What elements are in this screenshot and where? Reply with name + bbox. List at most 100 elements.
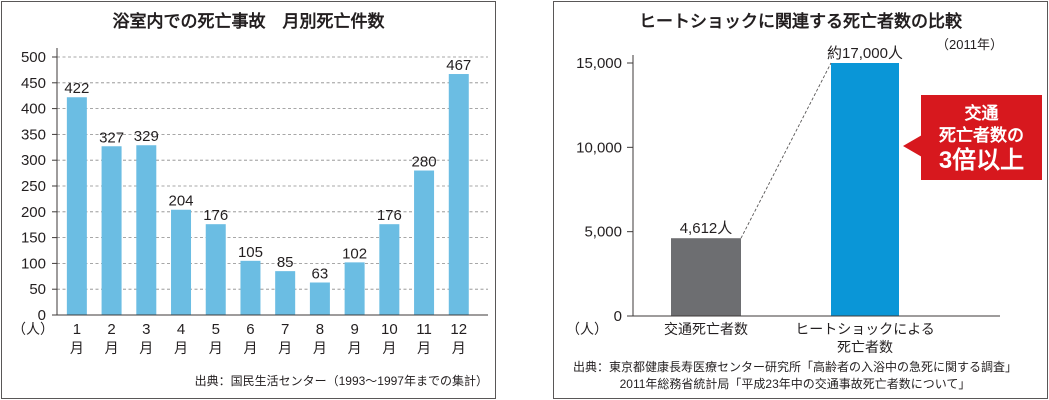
connector-line <box>740 62 832 239</box>
x-tick-label-line: 死亡者数 <box>837 339 893 355</box>
x-tick-label-unit: 月 <box>382 340 396 356</box>
x-tick-label-number: 11 <box>416 321 432 338</box>
data-label: 422 <box>64 80 89 97</box>
x-tick-label-unit: 月 <box>209 340 223 356</box>
bar <box>205 224 226 315</box>
callout-line-1: 交通 <box>964 104 999 123</box>
x-tick-label-unit: 月 <box>313 340 327 356</box>
right-source-line-2: 2011年総務省統計局「平成23年中の交通事故死亡者数について」 <box>619 377 971 391</box>
x-tick-label-unit: 月 <box>174 340 188 356</box>
y-tick-label: 15,000 <box>576 55 622 72</box>
y-tick-label: 150 <box>21 230 46 247</box>
bar <box>275 271 296 315</box>
x-tick-label-unit: 月 <box>139 340 153 356</box>
x-tick-label-unit: 月 <box>70 340 84 356</box>
y-tick-label: 350 <box>21 126 46 143</box>
right-source-line-1: 出典：東京都健康長寿医療センター研究所「高齢者の入浴中の急死に関する調査」 <box>572 360 1017 374</box>
data-label: 280 <box>412 154 437 171</box>
x-tick-label-unit: 月 <box>348 340 362 356</box>
data-label: 105 <box>238 244 263 261</box>
left-chart-title: 浴室内での死亡事故 月別死亡件数 <box>112 12 385 31</box>
data-label: 63 <box>312 265 329 282</box>
right-chart-subtitle: （2011年） <box>936 37 1003 52</box>
callout-line-3: 3倍以上 <box>938 147 1025 174</box>
y-tick-label: 50 <box>29 281 46 298</box>
data-label: 102 <box>342 245 367 262</box>
x-tick-label-number: 6 <box>246 321 254 338</box>
x-tick-label: 交通死亡者数 <box>664 321 748 337</box>
x-tick-label-number: 8 <box>316 321 324 338</box>
bar <box>448 74 469 315</box>
y-tick-label: 10,000 <box>576 139 622 156</box>
x-tick-label-line: ヒートショックによる <box>795 321 935 337</box>
data-label: 467 <box>446 57 471 74</box>
data-label: 4,612人 <box>680 220 733 237</box>
x-tick-label: 12 月 <box>450 321 467 356</box>
bar <box>414 170 435 315</box>
callout-box: 交通 死亡者数の 3倍以上 <box>921 95 1042 180</box>
bar <box>379 224 400 315</box>
callout-line-2: 死亡者数の <box>939 126 1024 145</box>
y-tick-label: 5,000 <box>584 224 622 241</box>
x-tick-label-line: 交通死亡者数 <box>664 321 748 337</box>
x-tick-label-number: 12 <box>450 321 467 338</box>
right-y-unit-label: （人） <box>566 321 608 337</box>
y-tick-label: 500 <box>21 49 46 66</box>
bar <box>309 282 330 315</box>
data-label: 327 <box>99 129 124 146</box>
data-label: 329 <box>134 128 159 145</box>
data-label: 176 <box>203 207 228 224</box>
x-tick-label: ヒートショックによる死亡者数 <box>795 321 935 355</box>
bar <box>66 97 87 315</box>
x-tick-label: 10 月 <box>381 321 398 356</box>
y-tick-label: 300 <box>21 152 46 169</box>
x-tick-label-number: 3 <box>142 321 150 338</box>
x-tick-label-unit: 月 <box>243 340 257 356</box>
right-source-note: 出典：東京都健康長寿医療センター研究所「高齢者の入浴中の急死に関する調査」 20… <box>553 359 1037 393</box>
x-tick-label-number: 9 <box>350 321 358 338</box>
bar <box>171 209 192 315</box>
heat-shock-comparison-bar-chart: 05,00010,00015,0004,612人交通死亡者数約17,000人ヒー… <box>576 45 1000 355</box>
bar <box>671 238 741 316</box>
bar <box>344 262 365 315</box>
data-label: 約17,000人 <box>827 45 903 62</box>
y-tick-label: 100 <box>21 255 46 272</box>
x-tick-label: 11 月 <box>416 321 432 356</box>
data-label: 85 <box>277 254 294 271</box>
y-tick-label: 0 <box>38 307 46 324</box>
x-tick-label-unit: 月 <box>278 340 292 356</box>
y-tick-label: 400 <box>21 101 46 118</box>
left-source-note: 出典：国民生活センター（1993〜1997年までの集計） <box>194 374 488 388</box>
y-tick-label: 450 <box>21 75 46 92</box>
x-tick-label-number: 7 <box>281 321 289 338</box>
right-chart-panel <box>553 1 1048 399</box>
x-tick-label-number: 10 <box>381 321 398 338</box>
bar <box>240 260 261 315</box>
bar <box>101 146 122 315</box>
bar <box>831 63 899 316</box>
y-tick-label: 0 <box>614 308 622 325</box>
x-tick-label-number: 2 <box>107 321 115 338</box>
x-tick-label-unit: 月 <box>105 340 119 356</box>
right-chart-title: ヒートショックに関連する死亡者数の比較 <box>639 12 962 31</box>
callout-pointer <box>903 135 922 157</box>
bar <box>136 145 157 315</box>
y-tick-label: 200 <box>21 204 46 221</box>
x-tick-label-number: 5 <box>212 321 220 338</box>
data-label: 176 <box>377 207 402 224</box>
y-tick-label: 250 <box>21 178 46 195</box>
x-tick-label-unit: 月 <box>417 340 431 356</box>
x-tick-label-unit: 月 <box>452 340 466 356</box>
x-tick-label-number: 4 <box>177 321 185 338</box>
data-label: 204 <box>169 193 194 210</box>
